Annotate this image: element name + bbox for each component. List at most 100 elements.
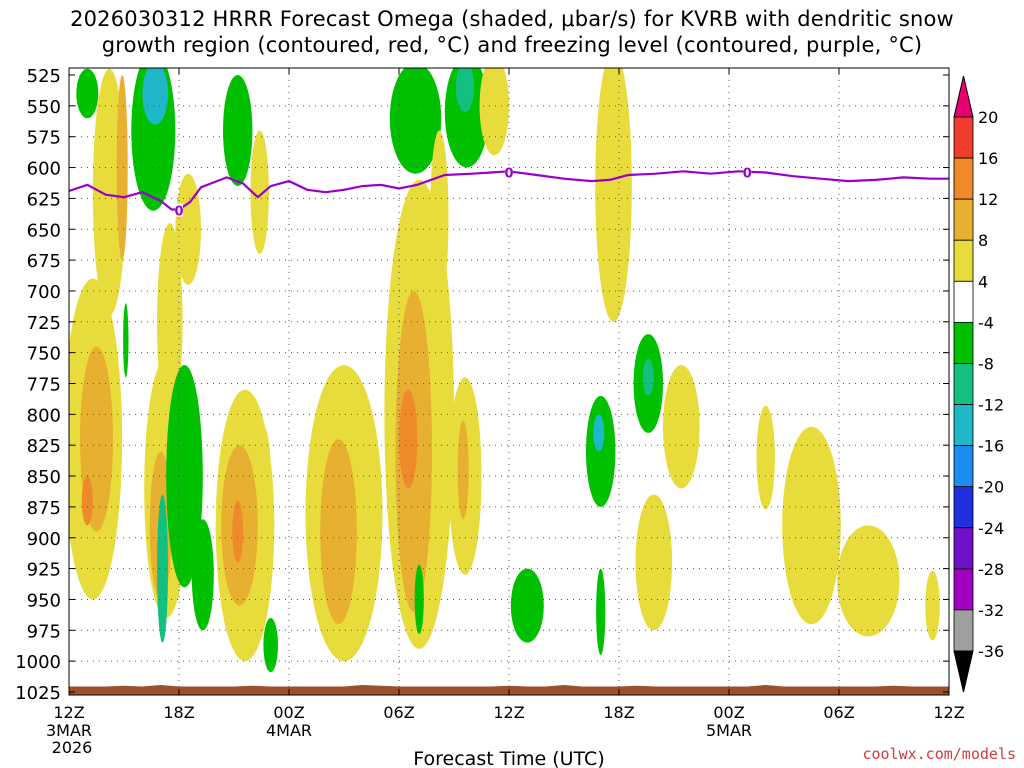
y-axis: 525 550 575 600 625 650 675 700 725 750 775 800 825 8… — [15, 66, 949, 704]
omega-region-ascent-45 — [596, 568, 606, 655]
y-tick-label: 600 — [27, 159, 61, 180]
y-tick-label: 700 — [27, 282, 61, 303]
omega-region-ascent-17 — [157, 494, 168, 643]
colorbar-label: -16 — [978, 437, 1004, 456]
chart-title-line-2: growth region (contoured, red, °C) and f… — [101, 33, 923, 57]
x-tick-date: 4MAR — [266, 721, 312, 740]
omega-region-ascent-18 — [191, 519, 214, 631]
colorbar-band — [953, 198, 974, 241]
chart-title-line-1: 2026030312 HRRR Forecast Omega (shaded, … — [70, 7, 954, 31]
colorbar-label: -36 — [978, 642, 1004, 661]
y-tick-label: 850 — [27, 467, 61, 488]
colorbar-band — [953, 527, 974, 570]
y-tick-label: 1025 — [15, 683, 61, 704]
omega-region-ascent-42 — [642, 358, 654, 396]
omega-region-descent-25 — [320, 439, 357, 625]
colorbar-band — [953, 321, 974, 364]
omega-region-ascent-22 — [263, 618, 279, 673]
y-tick-label: 950 — [27, 590, 61, 611]
colorbar-label: -4 — [978, 313, 994, 332]
grid-layer — [69, 68, 949, 695]
colorbar-label: -28 — [978, 560, 1004, 579]
x-tick-label: 18Z — [163, 703, 194, 722]
x-tick-label: 06Z — [383, 703, 414, 722]
colorbar-label: -20 — [978, 478, 1004, 497]
x-tick-label: 00Z — [273, 703, 304, 722]
omega-shading-layer — [69, 68, 940, 673]
colorbar: 20 16 12 8 4 -4 -8 -12 -16 -20 -24 -28 -32 -36 — [953, 75, 1004, 693]
colorbar-top-arrow — [953, 75, 974, 118]
colorbar-bottom-arrow — [953, 650, 974, 693]
omega-region-ascent-4 — [123, 303, 129, 378]
y-tick-label: 925 — [27, 560, 61, 581]
y-tick-label: 975 — [27, 621, 61, 642]
omega-region-ascent-26 — [389, 68, 442, 174]
freezing-level-label: 0 — [174, 205, 183, 220]
x-tick-label: 00Z — [713, 703, 744, 722]
y-tick-label: 725 — [27, 313, 61, 334]
y-tick-label: 900 — [27, 529, 61, 550]
x-tick-year: 2026 — [52, 738, 93, 757]
colorbar-label: 8 — [978, 231, 988, 250]
x-tick-date: 5MAR — [706, 721, 752, 740]
y-tick-label: 775 — [27, 375, 61, 396]
y-tick-label: 875 — [27, 498, 61, 519]
omega-region-ascent-3 — [142, 68, 168, 125]
omega-region-ascent-7 — [223, 75, 253, 186]
omega-region-descent-29 — [479, 68, 509, 156]
colorbar-label: 4 — [978, 272, 988, 291]
x-tick-label: 06Z — [823, 703, 854, 722]
colorbar-band — [953, 609, 974, 652]
omega-region-descent-44 — [635, 494, 673, 631]
y-tick-label: 675 — [27, 251, 61, 272]
x-tick-label: 12Z — [53, 703, 84, 722]
omega-region-ascent-37 — [510, 568, 544, 643]
omega-region-ascent-27 — [444, 68, 489, 168]
source-credit: coolwx.com/models — [862, 745, 1016, 763]
colorbar-band — [953, 404, 974, 447]
freezing-level-label-bg — [175, 203, 183, 217]
omega-region-descent-21 — [232, 500, 244, 563]
y-tick-label: 650 — [27, 220, 61, 241]
x-tick-label: 12Z — [493, 703, 524, 722]
colorbar-band — [953, 280, 974, 323]
colorbar-band — [953, 568, 974, 611]
freezing-level-label: 0 — [743, 167, 752, 182]
freezing-level-label-bg — [743, 165, 752, 179]
omega-region-ascent-28 — [455, 68, 475, 112]
colorbar-band — [953, 445, 974, 488]
omega-region-descent-6 — [116, 75, 128, 261]
omega-region-descent-8 — [175, 173, 201, 285]
colorbar-band — [953, 363, 974, 405]
x-tick-label: 18Z — [603, 703, 634, 722]
omega-region-ascent-36 — [414, 564, 424, 635]
omega-region-ascent-0 — [76, 68, 99, 119]
y-tick-label: 800 — [27, 405, 61, 426]
colorbar-label: -32 — [978, 601, 1004, 620]
omega-region-descent-35 — [457, 420, 469, 520]
omega-region-descent-43 — [663, 365, 700, 489]
freezing-level-label-bg — [505, 165, 513, 179]
freezing-level-label: 0 — [504, 166, 513, 181]
omega-region-descent-49 — [925, 571, 940, 641]
y-tick-label: 750 — [27, 344, 61, 365]
y-tick-label: 575 — [27, 128, 61, 149]
colorbar-label: -24 — [978, 519, 1004, 538]
colorbar-label: -8 — [978, 354, 994, 373]
omega-region-descent-9 — [250, 130, 269, 254]
x-tick-date: 3MAR — [46, 721, 92, 740]
colorbar-label: 16 — [978, 149, 998, 168]
x-axis-title: Forecast Time (UTC) — [413, 748, 604, 768]
colorbar-label: 20 — [978, 108, 998, 127]
omega-region-descent-38 — [595, 68, 632, 322]
omega-region-ascent-39 — [586, 395, 616, 507]
omega-region-descent-33 — [430, 130, 449, 304]
omega-region-descent-48 — [837, 525, 900, 637]
omega-region-descent-47 — [782, 426, 841, 625]
omega-region-ascent-16 — [166, 365, 203, 588]
y-tick-label: 550 — [27, 97, 61, 118]
freezing-level-layer: 0 0 0 — [69, 165, 949, 220]
colorbar-band — [953, 486, 974, 529]
